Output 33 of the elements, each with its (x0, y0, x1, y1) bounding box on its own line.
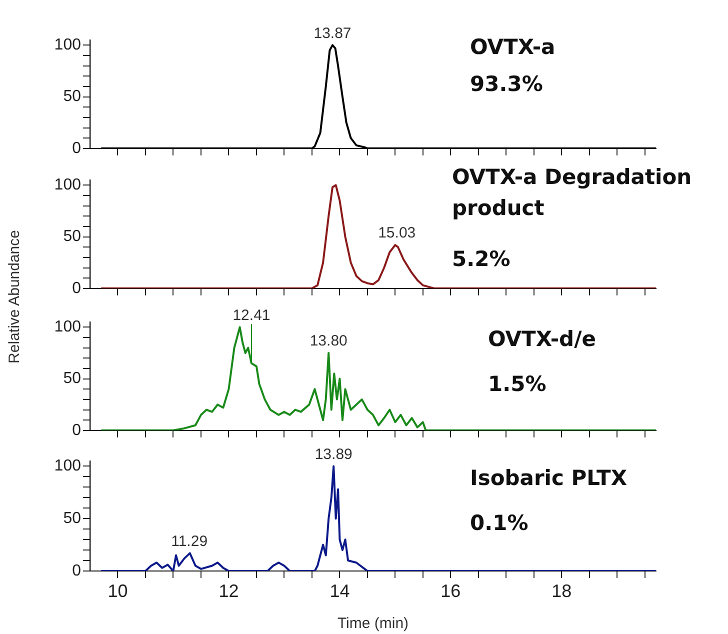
text: 5.2% (452, 247, 510, 271)
x-tick-label: 18 (552, 580, 572, 601)
annotation: 13.89 (314, 446, 352, 463)
text: 0.1% (470, 511, 528, 535)
annotation: 12.41 (232, 306, 270, 324)
chart-title: Isobaric PLTX (470, 465, 628, 492)
y-axis-title: Relative Abundance (6, 230, 23, 364)
text: 1.5% (488, 372, 546, 396)
y-tick-label: 0 (72, 422, 82, 439)
y-tick-label: 100 (54, 176, 82, 194)
y-tick-label: 50 (63, 510, 82, 528)
annotation: 11.29 (171, 532, 208, 550)
annotation: 13.87 (314, 24, 352, 42)
annotation: 13.80 (310, 332, 348, 350)
y-tick-label: 50 (63, 88, 82, 106)
x-tick-label: 12 (218, 580, 239, 601)
chart-title: OVTX-d/e (488, 326, 598, 353)
chart-title: OVTX-a Degradation product (452, 164, 693, 222)
x-axis-title: Time (min) (337, 615, 409, 632)
y-tick-label: 100 (54, 318, 82, 336)
y-tick-label: 50 (63, 228, 82, 246)
y-tick-label: 100 (54, 458, 82, 475)
annotation: 15.03 (378, 224, 416, 242)
y-tick-label: 0 (72, 140, 82, 157)
y-tick-label: 100 (54, 36, 82, 54)
x-tick-label: 10 (108, 580, 128, 601)
y-tick-label: 0 (72, 562, 82, 580)
chart-title: OVTX-a (470, 34, 556, 61)
y-tick-label: 50 (63, 370, 82, 388)
y-tick-label: 0 (72, 280, 82, 297)
x-tick-label: 14 (330, 580, 350, 601)
text: 93.3% (470, 72, 543, 96)
x-tick-label: 16 (440, 580, 461, 601)
